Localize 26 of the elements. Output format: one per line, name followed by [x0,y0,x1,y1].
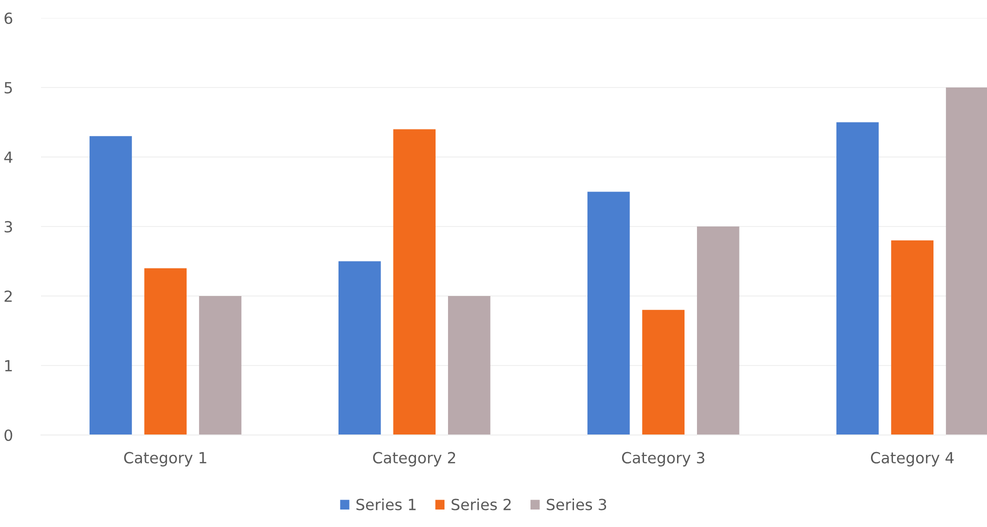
y-tick-label: 1 [5,360,12,372]
bar [448,296,490,435]
bar [891,240,934,435]
bar [642,310,685,435]
bar [338,261,381,435]
y-tick-label: 4 [4,152,12,163]
legend-label: Series 2 [452,498,511,510]
bar [836,122,879,435]
y-tick-label: 5 [4,82,12,94]
x-tick-label: Category 4 [870,452,954,466]
legend-label: Series 1 [356,498,416,510]
bar [696,226,740,435]
bar [946,88,987,435]
x-tick-label: Category 1 [124,452,206,466]
legend-label: Series 3 [546,498,606,510]
bar [393,129,436,435]
x-tick-label: Category 3 [622,452,704,466]
y-tick-label: 6 [4,12,12,24]
bar [90,136,132,435]
y-tick-label: 3 [4,220,12,233]
bar [199,296,242,435]
bar [144,268,187,435]
y-tick-label: 2 [4,290,12,302]
y-tick-label: 0 [4,429,12,442]
x-tick-label: Category 2 [373,452,456,466]
bar [587,192,630,435]
